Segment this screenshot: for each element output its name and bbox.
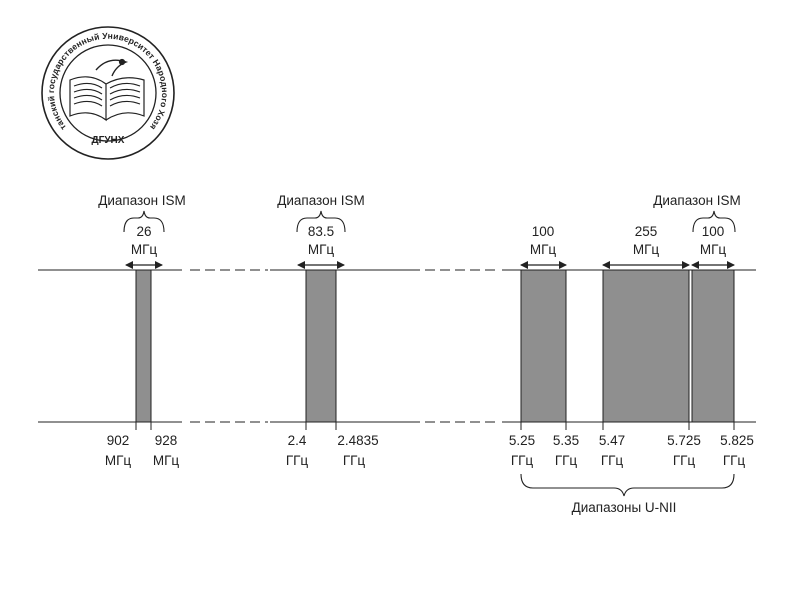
brace-ism-2400 [296,210,346,233]
width-ism-5800-value: 100 [702,224,725,239]
edge-label-5-825: 5.825 [720,433,754,448]
seal-abbrev: ДГУНХ [92,135,125,146]
open-book-icon [69,58,145,122]
band-unii-low [520,269,567,423]
band-ism-900 [135,269,152,423]
edge-unit-5-47: ГГц [601,453,624,468]
university-seal: Дагестанский государственный Университет… [0,0,175,160]
title-ism-900: Диапазон ISM [98,193,186,208]
width-ism-5800-unit: МГц [700,242,727,257]
band-ism-2400 [305,269,337,423]
width-unii-low-value: 100 [532,224,555,239]
edge-ticks [135,414,735,430]
edge-unit-2-4: ГГц [286,453,309,468]
edge-label-5-35: 5.35 [553,433,579,448]
edge-label-902: 902 [107,433,130,448]
edge-label-2-4: 2.4 [288,433,307,448]
band-unii-mid [602,269,690,423]
edge-unit-902: МГц [105,453,132,468]
width-unii-low-unit: МГц [530,242,557,257]
width-ism-900-value: 26 [136,224,151,239]
edge-unit-2-4835: ГГц [343,453,366,468]
width-unii-mid-unit: МГц [633,242,660,257]
bands [135,269,735,423]
brace-ism-900 [123,210,165,233]
width-unii-mid-value: 255 [635,224,658,239]
brace-unii [520,473,735,497]
edge-unit-5-35: ГГц [555,453,578,468]
edge-label-2-4835: 2.4835 [337,433,378,448]
edge-unit-5-25: ГГц [511,453,534,468]
edge-unit-928: МГц [153,453,180,468]
width-ism-900-unit: МГц [131,242,158,257]
edge-unit-5-825: ГГц [723,453,746,468]
title-braces [123,210,736,233]
unii-label: Диапазоны U-NII [572,500,677,515]
edge-label-928: 928 [155,433,178,448]
width-ism-2400-unit: МГц [308,242,335,257]
title-ism-2400: Диапазон ISM [277,193,365,208]
edge-unit-5-725: ГГц [673,453,696,468]
edge-label-5-725: 5.725 [667,433,701,448]
edge-label-5-47: 5.47 [599,433,625,448]
width-ism-2400-value: 83.5 [308,224,334,239]
title-ism-5800: Диапазон ISM [653,193,741,208]
band-ism-5800 [691,269,735,423]
edge-label-5-25: 5.25 [509,433,535,448]
brace-ism-5800 [692,210,736,233]
